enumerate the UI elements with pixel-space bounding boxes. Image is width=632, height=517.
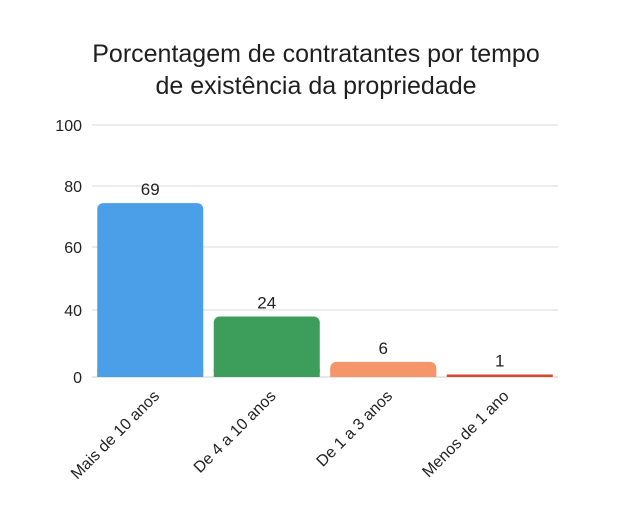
y-tick-label: 0 (73, 370, 82, 387)
y-tick-label: 40 (64, 303, 82, 320)
data-label: 6 (379, 339, 388, 358)
bar-base (97, 369, 204, 377)
y-tick-label: 100 (55, 118, 82, 135)
data-label: 69 (141, 180, 160, 199)
x-tick-label: De 1 a 3 anos (314, 388, 396, 470)
bar-base (213, 369, 320, 377)
y-tick-label: 80 (64, 179, 82, 196)
chart-title-line-2: de existência da propriedade (155, 72, 477, 100)
x-tick-label: Menos de 1 ano (419, 388, 512, 481)
data-label: 24 (257, 294, 276, 313)
bar-base (330, 369, 437, 377)
x-tick-label: Mais de 10 anos (68, 388, 163, 483)
bar (213, 316, 320, 377)
y-tick-label: 60 (64, 240, 82, 257)
chart-title-line-1: Porcentagem de contratantes por tempo (92, 40, 540, 68)
chart-title: Porcentagem de contratantes por tempo de… (0, 38, 632, 102)
x-tick-label: De 4 a 10 anos (191, 388, 280, 477)
data-label: 1 (495, 351, 504, 370)
bar (97, 203, 204, 377)
bar (446, 374, 553, 377)
